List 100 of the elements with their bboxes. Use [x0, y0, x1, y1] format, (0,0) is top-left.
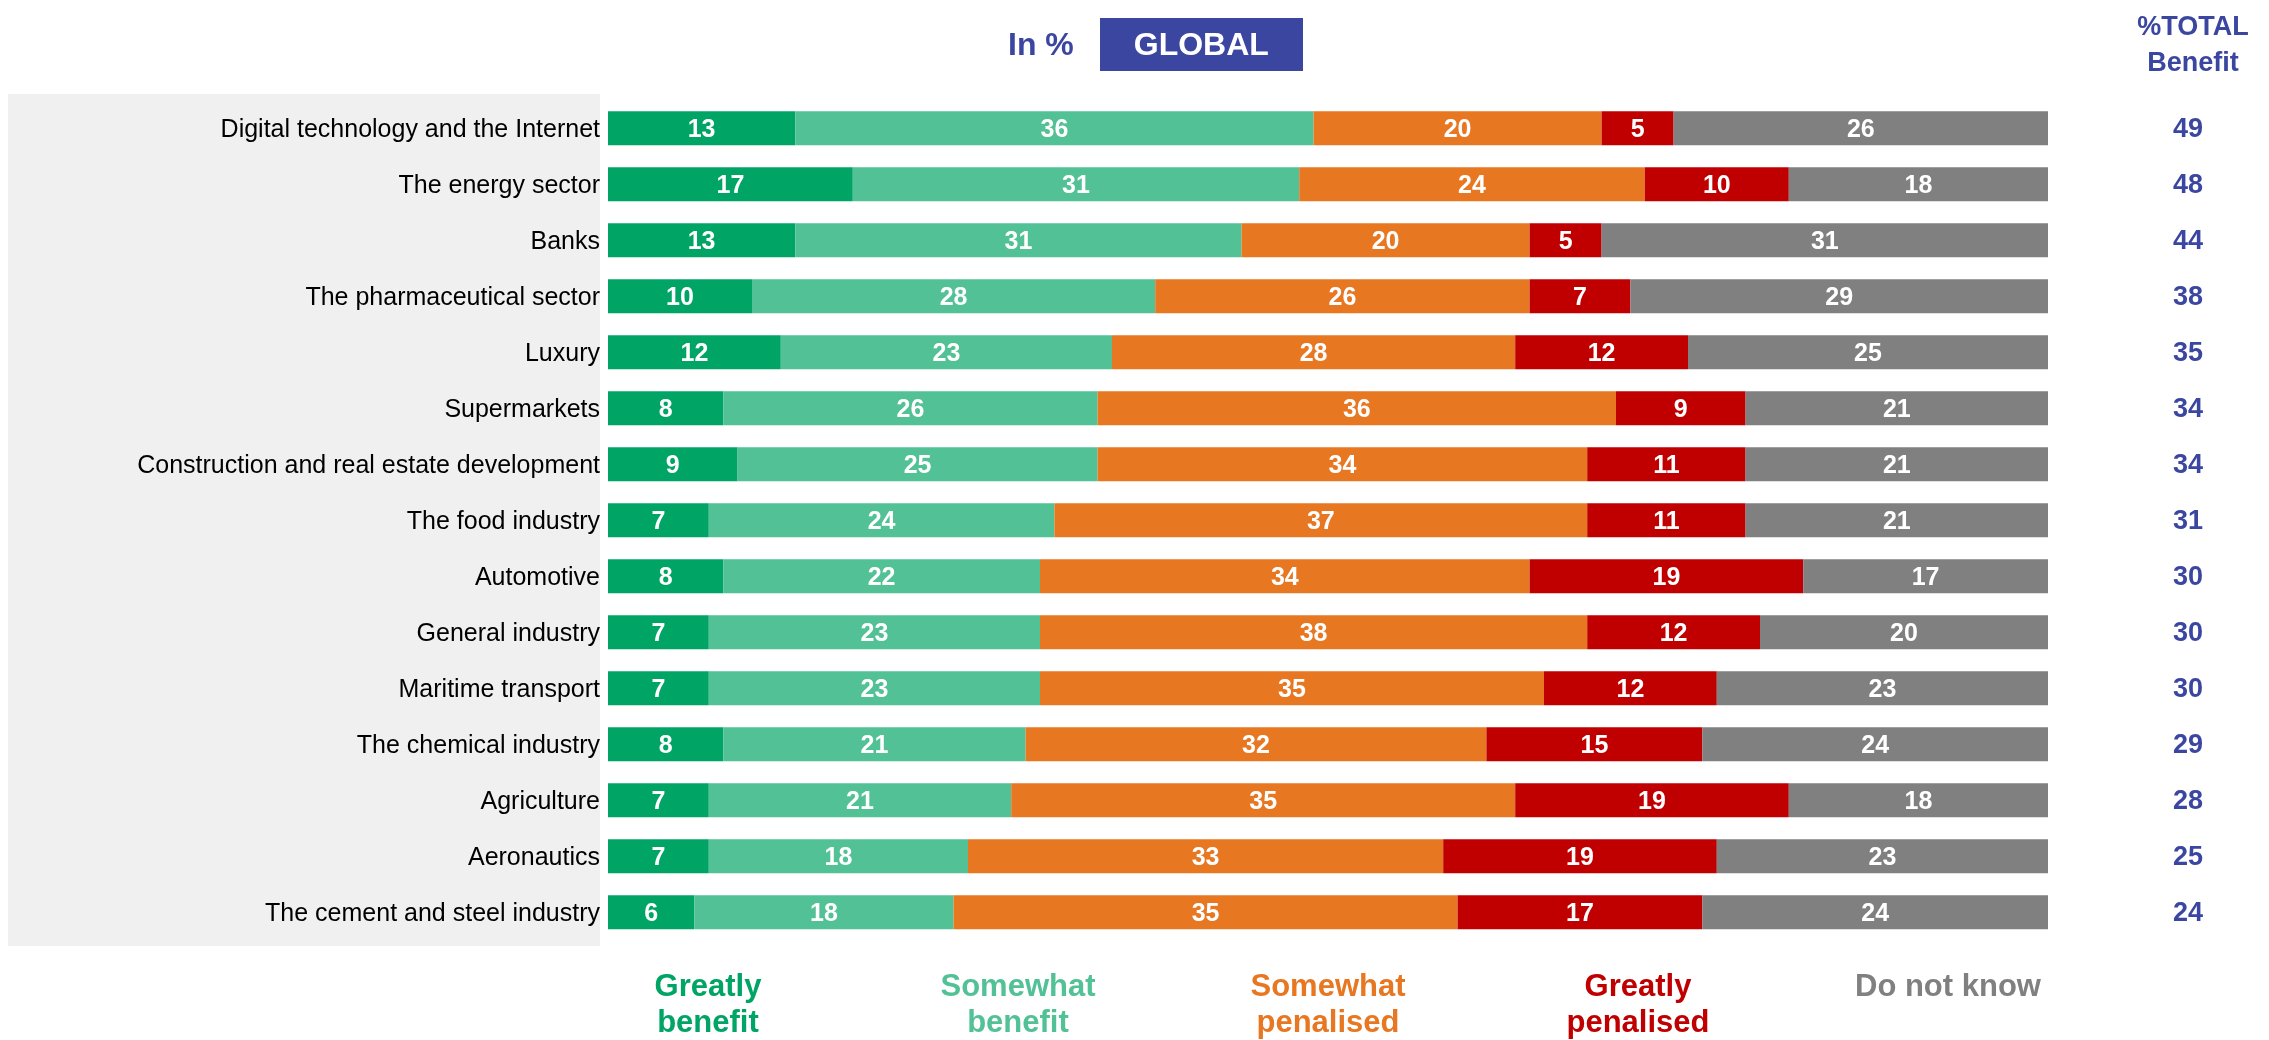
bar — [723, 391, 1098, 426]
series-label: Greatly penalised — [1565, 968, 1711, 1040]
data-label: 15 — [1580, 730, 1609, 759]
bar — [1515, 335, 1688, 370]
bar — [1097, 391, 1616, 426]
data-label: 28 — [939, 282, 968, 311]
bar — [608, 335, 781, 370]
bar — [1702, 727, 2048, 762]
text: 25 — [2171, 840, 2204, 873]
data-label: 38 — [1299, 618, 1328, 647]
y-tick-label: Digital technology and the Internet — [220, 113, 601, 142]
series-label: Somewhat benefit — [939, 968, 1097, 1040]
bar — [752, 279, 1156, 314]
bar — [1457, 895, 1703, 930]
data-label: 23 — [860, 674, 889, 703]
text: 34 — [2171, 448, 2204, 481]
data-label: 24 — [1861, 898, 1890, 927]
data-label: 35 — [1191, 898, 1220, 927]
data-label: 9 — [665, 450, 680, 479]
bar — [1587, 503, 1746, 538]
y-tick-label: Maritime transport — [398, 673, 601, 702]
data-label: 18 — [1904, 170, 1933, 199]
data-label: 23 — [932, 338, 961, 367]
data-label: 12 — [1659, 618, 1688, 647]
bar — [723, 727, 1026, 762]
bar — [780, 335, 1112, 370]
data-label: 9 — [1673, 394, 1688, 423]
bar — [1299, 167, 1645, 202]
data-label: 24 — [867, 506, 896, 535]
text: 30 — [2171, 616, 2204, 649]
bar — [1587, 447, 1746, 482]
y-tick-label: The pharmaceutical sector — [305, 281, 600, 310]
bar — [1587, 615, 1760, 650]
data-label: 5 — [1558, 226, 1573, 255]
y-tick-label: Luxury — [524, 337, 601, 366]
data-label: 13 — [687, 114, 716, 143]
data-label: 25 — [903, 450, 932, 479]
data-label: 12 — [1616, 674, 1645, 703]
text: 38 — [2171, 280, 2204, 313]
data-label: 7 — [651, 842, 666, 871]
bar — [694, 895, 954, 930]
bar — [1313, 111, 1602, 146]
data-label: 31 — [1810, 226, 1839, 255]
data-label: 20 — [1890, 618, 1918, 647]
data-label: 21 — [1882, 450, 1911, 479]
data-label: 19 — [1566, 842, 1594, 871]
bar — [1112, 335, 1516, 370]
bar — [1788, 783, 2048, 818]
bar — [953, 895, 1458, 930]
bar — [708, 783, 1012, 818]
bar — [968, 839, 1444, 874]
text: 24 — [2171, 896, 2204, 929]
bar — [608, 223, 796, 258]
data-label: 29 — [1825, 282, 1854, 311]
bar — [852, 167, 1300, 202]
bar — [1529, 223, 1602, 258]
data-label: 18 — [810, 898, 838, 927]
data-label: 37 — [1306, 506, 1335, 535]
text: 34 — [2171, 392, 2204, 425]
chart-subtitle: GLOBAL — [1099, 18, 1303, 71]
text: 30 — [2171, 672, 2204, 705]
data-label: 21 — [846, 786, 874, 815]
bar — [1803, 559, 2048, 594]
data-label: 10 — [1702, 170, 1731, 199]
y-tick-label: Banks — [530, 225, 600, 254]
data-label: 31 — [1004, 226, 1033, 255]
bar — [1673, 111, 2048, 146]
data-label: 21 — [1882, 506, 1911, 535]
bar — [1601, 111, 1674, 146]
data-label: 36 — [1342, 394, 1371, 423]
data-label: 18 — [1904, 786, 1933, 815]
data-label: 13 — [687, 226, 716, 255]
y-tick-label: The chemical industry — [356, 729, 601, 758]
data-label: 7 — [1573, 282, 1587, 311]
text: 44 — [2171, 224, 2204, 257]
bar — [1702, 895, 2048, 930]
y-tick-label: Agriculture — [480, 785, 600, 814]
bar — [1515, 783, 1789, 818]
data-label: 26 — [896, 394, 925, 423]
text: %TOTAL Benefit — [2136, 10, 2250, 79]
series-label: Greatly benefit — [653, 968, 763, 1040]
data-label: 34 — [1328, 450, 1357, 479]
series-label: Somewhat penalised — [1249, 968, 1407, 1040]
data-label: 20 — [1443, 114, 1472, 143]
data-label: 17 — [1566, 898, 1594, 927]
bar — [1529, 279, 1631, 314]
bar — [1630, 279, 2048, 314]
bar — [608, 783, 709, 818]
data-label: 35 — [1278, 674, 1306, 703]
data-label: 8 — [658, 562, 673, 591]
data-label: 11 — [1653, 450, 1680, 479]
y-tick-label: Construction and real estate development — [137, 449, 601, 478]
data-label: 19 — [1652, 562, 1681, 591]
data-label: 7 — [651, 618, 666, 647]
text: 29 — [2171, 728, 2204, 761]
text: 48 — [2171, 168, 2204, 201]
y-tick-label: Aeronautics — [467, 841, 600, 870]
bar — [608, 503, 709, 538]
bar — [1601, 223, 2048, 258]
data-label: 5 — [1630, 114, 1645, 143]
